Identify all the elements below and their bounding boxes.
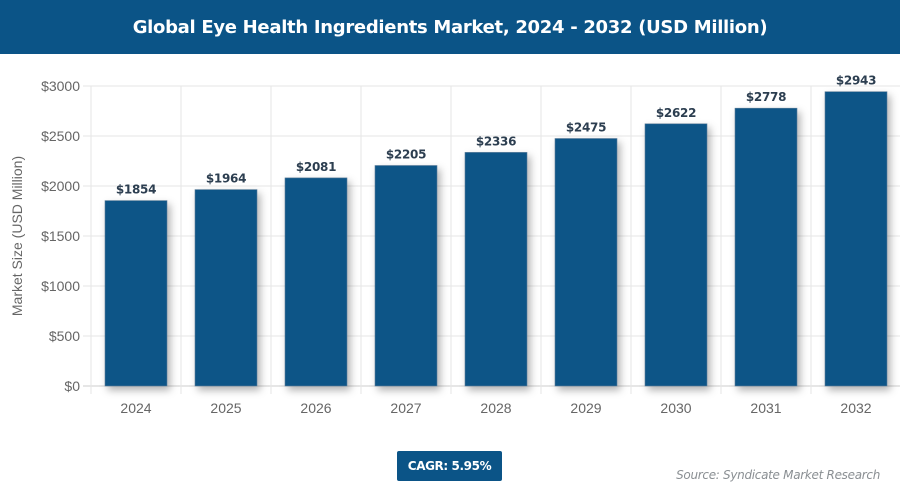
source-note: Source: Syndicate Market Research bbox=[676, 468, 880, 482]
data-label: $2205 bbox=[386, 148, 426, 162]
x-tick-label: 2030 bbox=[660, 400, 691, 416]
data-label: $1964 bbox=[206, 172, 246, 186]
bar-2031[interactable] bbox=[734, 107, 798, 387]
x-tick-label: 2031 bbox=[750, 400, 781, 416]
data-label: $2475 bbox=[566, 121, 606, 135]
data-label: $2778 bbox=[746, 90, 786, 104]
x-tick-label: 2024 bbox=[120, 400, 151, 416]
bar-2026[interactable] bbox=[284, 177, 348, 387]
y-tick-label: $2000 bbox=[41, 178, 80, 194]
y-tick-label: $500 bbox=[49, 328, 80, 344]
data-label: $2943 bbox=[836, 74, 876, 88]
y-tick-label: $3000 bbox=[41, 78, 80, 94]
y-tick-label: $2500 bbox=[41, 128, 80, 144]
y-tick-label: $0 bbox=[64, 378, 80, 394]
x-tick-label: 2026 bbox=[300, 400, 331, 416]
x-tick-label: 2027 bbox=[390, 400, 421, 416]
bar-2028[interactable] bbox=[464, 152, 528, 387]
bar-2030[interactable] bbox=[644, 123, 708, 387]
y-tick-label: $1000 bbox=[41, 278, 80, 294]
x-tick-label: 2028 bbox=[480, 400, 511, 416]
bar-2025[interactable] bbox=[194, 189, 258, 387]
y-axis-label: Market Size (USD Million) bbox=[9, 156, 25, 316]
bar-2027[interactable] bbox=[374, 165, 438, 387]
data-label: $2336 bbox=[476, 134, 516, 148]
x-tick-label: 2029 bbox=[570, 400, 601, 416]
bar-2032[interactable] bbox=[824, 91, 888, 387]
bar-2029[interactable] bbox=[554, 138, 618, 387]
bar-2024[interactable] bbox=[104, 200, 168, 387]
bar-chart: Market Size (USD Million) $0 $500 $1000 $15… bbox=[9, 74, 900, 416]
data-label: $2081 bbox=[296, 160, 336, 174]
data-label: $2622 bbox=[656, 106, 696, 120]
data-label: $1854 bbox=[116, 183, 156, 197]
x-tick-label: 2032 bbox=[840, 400, 871, 416]
y-tick-label: $1500 bbox=[41, 228, 80, 244]
cagr-badge: CAGR: 5.95% bbox=[397, 451, 502, 481]
chart-title: Global Eye Health Ingredients Market, 20… bbox=[0, 0, 900, 54]
x-tick-label: 2025 bbox=[210, 400, 241, 416]
